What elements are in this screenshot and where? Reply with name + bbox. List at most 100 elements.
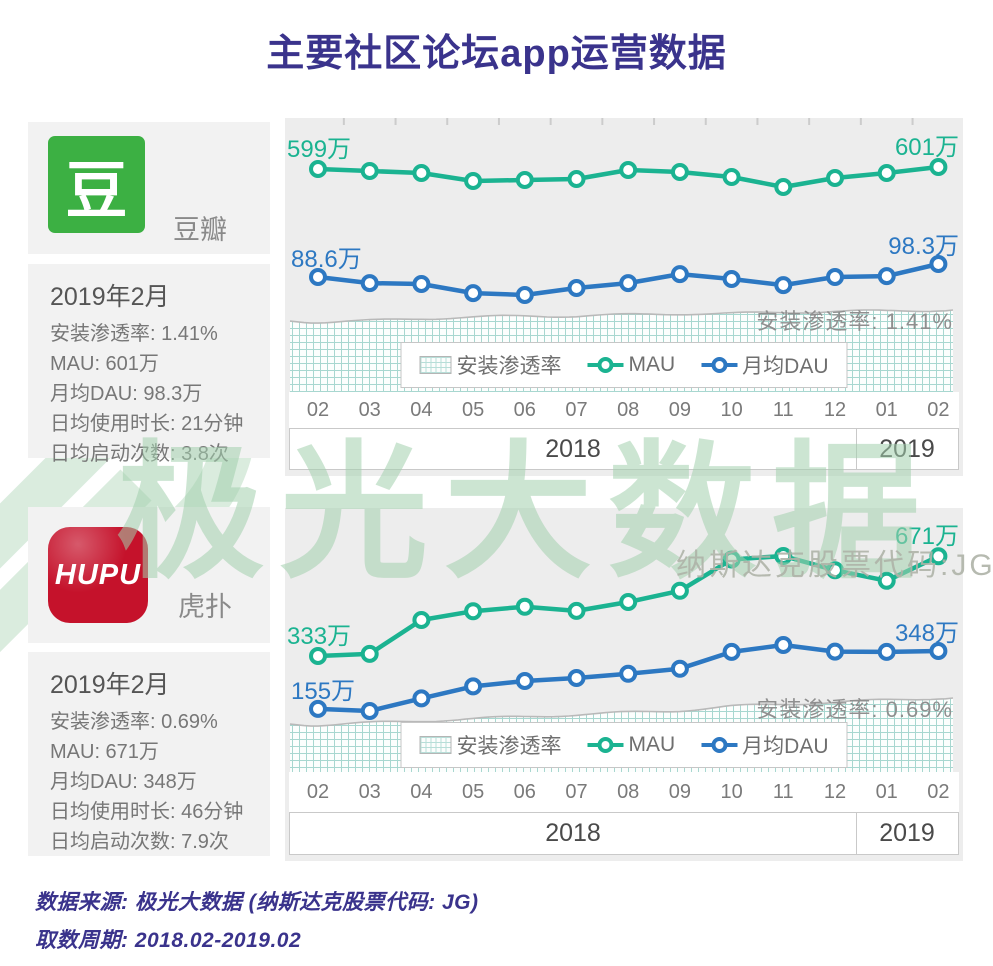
dau-line-series [309, 636, 948, 720]
hupu-logo-card: HUPU 虎扑 [28, 507, 270, 643]
hupu-stat-mau: MAU: 671万 [50, 741, 159, 763]
penetration-area-edge [289, 309, 954, 324]
hupu-chart-panel: 333万 671万 155万 348万 安装渗透率: 0.69% 安装渗透率 M… [285, 508, 963, 861]
douban-stat-penetration: 安装渗透率: 1.41% [50, 323, 218, 345]
mau-end-label: 601万 [894, 134, 959, 161]
chart-legend: 安装渗透率 MAU 月均DAU [400, 342, 848, 388]
douban-logo: 豆 [48, 136, 145, 233]
x-axis-month-label: 08 [617, 399, 640, 421]
penetration-label: 安装渗透率: 1.41% [756, 309, 953, 334]
x-axis-month-label: 06 [513, 781, 536, 803]
mau-line-series [309, 158, 948, 196]
x-axis-month-label: 08 [617, 781, 640, 803]
top-ticks [342, 118, 914, 125]
x-axis: 02 03 04 05 06 07 08 09 10 11 12 01 02 [289, 392, 959, 428]
dau-end-label: 98.3万 [888, 233, 959, 260]
x-axis-month-label: 02 [927, 399, 950, 421]
x-axis-month-label: 02 [306, 399, 330, 421]
legend-label: MAU [628, 353, 676, 376]
year-divider [856, 813, 857, 854]
penetration-area-edge [289, 697, 954, 727]
hupu-stat-date: 2019年2月 [50, 671, 170, 699]
douban-info-card: 2019年2月 安装渗透率: 1.41% MAU: 601万 月均DAU: 98… [28, 264, 270, 465]
x-axis-month-label: 07 [565, 399, 588, 421]
douban-stat-dau: 月均DAU: 98.3万 [50, 383, 203, 405]
hupu-stat-launches: 日均启动次数: 7.9次 [50, 831, 229, 853]
x-axis-month-label: 11 [772, 781, 794, 803]
penetration-swatch-icon [419, 736, 452, 754]
hupu-logo: HUPU [48, 527, 148, 623]
year-label-2019: 2019 [879, 435, 935, 463]
dau-line-series [309, 255, 948, 304]
x-axis-month-label: 03 [358, 399, 381, 421]
legend-label: MAU [628, 733, 676, 756]
x-axis-month-label: 01 [875, 399, 898, 421]
douban-logo-card: 豆 豆瓣 [28, 122, 270, 254]
douban-stat-date: 2019年2月 [50, 283, 170, 311]
chart-legend: 安装渗透率 MAU 月均DAU [400, 722, 848, 768]
penetration-label: 安装渗透率: 0.69% [756, 697, 953, 722]
legend-label: 安装渗透率 [456, 735, 562, 758]
mau-line-icon [587, 737, 624, 754]
x-axis-month-label: 09 [668, 781, 692, 803]
x-axis-month-label: 03 [358, 781, 381, 803]
year-label-2018: 2018 [545, 819, 601, 847]
year-band: 2018 2019 [289, 428, 959, 470]
x-axis-month-label: 09 [668, 399, 692, 421]
x-axis-month-label: 04 [410, 781, 433, 803]
page-title: 主要社区论坛app运营数据 [266, 33, 727, 75]
year-label-2018: 2018 [545, 435, 601, 463]
x-axis-month-label: 07 [565, 781, 588, 803]
mau-line-icon [587, 357, 624, 374]
legend-item-dau: 月均DAU [701, 350, 829, 380]
year-divider [856, 429, 857, 469]
x-axis-month-label: 10 [720, 399, 743, 421]
hupu-app-name: 虎扑 [178, 592, 232, 622]
hupu-info-card: 2019年2月 安装渗透率: 0.69% MAU: 671万 月均DAU: 34… [28, 652, 270, 856]
legend-label: 安装渗透率 [456, 355, 562, 378]
x-axis-month-label: 12 [823, 399, 847, 421]
legend-item-penetration: 安装渗透率 [419, 730, 561, 760]
x-axis-month-label: 01 [875, 781, 898, 803]
dau-start-label: 88.6万 [291, 246, 362, 274]
legend-label: 月均DAU [742, 355, 829, 378]
dau-end-label: 348万 [894, 620, 959, 647]
legend-label: 月均DAU [742, 735, 829, 758]
mau-end-label: 671万 [894, 523, 959, 551]
year-label-2019: 2019 [879, 819, 935, 847]
x-axis-month-label: 10 [720, 781, 743, 803]
penetration-swatch-icon [419, 356, 452, 374]
x-axis-month-label: 11 [772, 399, 794, 421]
douban-stat-launches: 日均启动次数: 3.8次 [50, 443, 229, 465]
hupu-stat-duration: 日均使用时长: 46分钟 [50, 801, 244, 823]
x-axis-month-label: 04 [410, 399, 433, 421]
x-axis: 02 03 04 05 06 07 08 09 10 11 12 01 02 [289, 772, 959, 812]
x-axis-month-label: 02 [927, 781, 950, 803]
legend-item-dau: 月均DAU [701, 730, 829, 760]
douban-stat-mau: MAU: 601万 [50, 353, 159, 375]
douban-stat-duration: 日均使用时长: 21分钟 [50, 413, 244, 435]
hupu-plot-area: 333万 671万 155万 348万 安装渗透率: 0.69% 安装渗透率 M… [285, 508, 963, 772]
mau-line-series [309, 547, 948, 665]
legend-item-penetration: 安装渗透率 [419, 350, 561, 380]
footer-source: 数据来源: 极光大数据 (纳斯达克股票代码: JG) [35, 891, 479, 914]
year-band: 2018 2019 [289, 812, 959, 855]
hupu-stat-dau: 月均DAU: 348万 [50, 771, 197, 793]
mau-start-label: 333万 [287, 623, 352, 650]
douban-app-name: 豆瓣 [173, 215, 227, 245]
dau-line-icon [701, 737, 738, 754]
mau-start-label: 599万 [287, 136, 352, 163]
x-axis-month-label: 02 [306, 781, 330, 803]
x-axis-month-label: 05 [461, 399, 485, 421]
hupu-stat-penetration: 安装渗透率: 0.69% [50, 711, 218, 733]
legend-item-mau: MAU [587, 733, 675, 757]
dau-start-label: 155万 [291, 677, 356, 705]
footer-period: 取数周期: 2018.02-2019.02 [35, 929, 302, 952]
douban-plot-area: 599万 601万 88.6万 98.3万 安装渗透率: 1.41% 安装渗透率… [285, 118, 963, 392]
dau-line-icon [701, 357, 738, 374]
douban-chart-panel: 599万 601万 88.6万 98.3万 安装渗透率: 1.41% 安装渗透率… [285, 118, 963, 476]
x-axis-month-label: 12 [823, 781, 847, 803]
x-axis-month-label: 06 [513, 399, 536, 421]
x-axis-month-label: 05 [461, 781, 485, 803]
